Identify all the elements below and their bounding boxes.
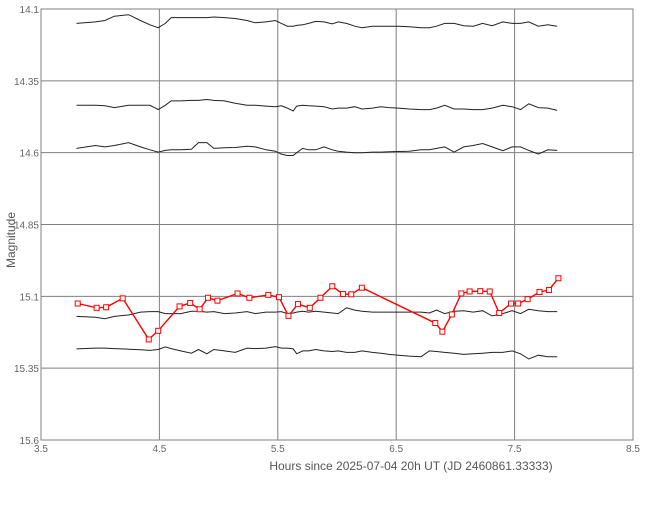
target-point: [196, 306, 203, 313]
x-tick-label: 7.5: [508, 444, 522, 455]
x-tick-labels: 3.5 4.5 5.5 6.5 7.5 8.5: [34, 444, 640, 455]
y-tick-label: 15.1: [20, 292, 40, 303]
target-point: [536, 289, 543, 296]
target-point: [187, 299, 194, 306]
target-point: [317, 294, 324, 301]
y-tick-label: 15.35: [14, 364, 39, 375]
comparison-star-lines: [76, 14, 558, 360]
comparison-star-line: [76, 307, 558, 320]
target-point: [246, 294, 253, 301]
target-point: [119, 295, 126, 302]
target-point: [458, 290, 465, 297]
target-point: [74, 300, 81, 307]
x-tick-label: 4.5: [152, 444, 166, 455]
target-star-series: [74, 275, 562, 343]
target-point: [214, 297, 221, 304]
target-point: [93, 304, 100, 311]
comparison-star-line: [76, 14, 558, 29]
target-point: [439, 328, 446, 335]
target-star-line: [77, 277, 559, 341]
comparison-star-line: [76, 142, 558, 156]
y-tick-label: 14.35: [14, 77, 39, 88]
y-tick-label: 15.6: [20, 436, 40, 447]
target-point: [204, 294, 211, 301]
target-point: [508, 300, 515, 307]
y-tick-label: 14.85: [14, 221, 39, 232]
x-tick-label: 3.5: [34, 444, 48, 455]
target-point: [348, 291, 355, 298]
comparison-star-line: [76, 98, 558, 112]
target-point: [496, 309, 503, 316]
y-tick-label: 14.1: [20, 5, 40, 16]
target-point: [306, 304, 313, 311]
target-point: [555, 275, 562, 282]
target-point: [275, 294, 282, 301]
grid: [40, 8, 634, 441]
target-point: [265, 291, 272, 298]
target-point: [176, 303, 183, 310]
target-point: [339, 291, 346, 298]
target-point: [103, 304, 110, 311]
y-axis-title: Magnitude: [4, 212, 18, 268]
y-tick-label: 14.6: [20, 149, 40, 160]
target-point: [329, 283, 336, 290]
x-tick-label: 5.5: [271, 444, 285, 455]
target-point: [145, 336, 152, 343]
target-point: [477, 288, 484, 295]
y-tick-labels: 14.1 14.35 14.6 14.85 15.1 15.35 15.6: [14, 5, 39, 447]
target-point: [486, 288, 493, 295]
target-point: [155, 327, 162, 334]
target-point: [358, 284, 365, 291]
x-tick-label: 8.5: [626, 444, 640, 455]
target-point: [234, 290, 241, 297]
target-point: [432, 320, 439, 327]
x-tick-label: 6.5: [389, 444, 403, 455]
target-point: [515, 300, 522, 307]
comparison-star-line: [76, 346, 558, 360]
target-point: [285, 312, 292, 319]
target-point: [545, 287, 552, 294]
target-point: [466, 288, 473, 295]
target-point: [524, 296, 531, 303]
x-axis-title: Hours since 2025-07-04 20h UT (JD 246086…: [269, 459, 552, 473]
target-point: [294, 301, 301, 308]
target-point: [448, 311, 455, 318]
